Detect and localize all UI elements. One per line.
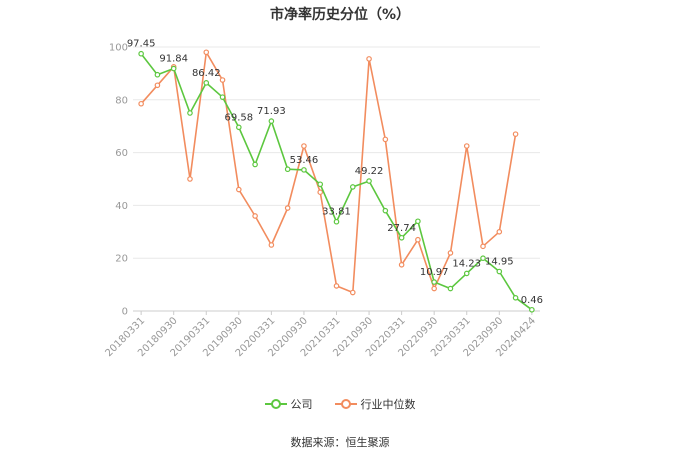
data-label: 91.84 — [159, 54, 188, 65]
data-label: 14.95 — [485, 257, 514, 268]
data-point-company — [333, 218, 340, 225]
data-point-median — [447, 250, 454, 256]
legend-label-median: 行业中位数 — [360, 398, 416, 411]
data-point-median — [317, 189, 324, 196]
legend-median-marker-icon — [334, 399, 357, 409]
data-point-median — [203, 49, 210, 56]
data-point-median — [496, 229, 503, 235]
y-axis: 0 20 40 60 80 100 — [109, 43, 128, 318]
data-point-median — [219, 77, 226, 83]
data-point-median — [236, 186, 242, 193]
data-label: 53.46 — [290, 155, 319, 166]
data-label: 86.42 — [192, 68, 221, 79]
data-point-company — [398, 234, 405, 241]
data-point-median — [154, 82, 161, 89]
chart-title: 市净率历史分位（%） — [269, 7, 411, 23]
legend-item-company[interactable]: 公司 — [264, 396, 313, 412]
series-line-median — [140, 51, 517, 294]
grid-lines — [133, 46, 540, 259]
data-label: 69.58 — [224, 112, 253, 123]
data-point-company — [349, 184, 356, 190]
data-label: 33.81 — [322, 207, 351, 218]
data-point-median — [512, 131, 519, 137]
data-point-median — [415, 236, 421, 243]
legend: 公司 行业中位数 — [0, 396, 680, 412]
data-point-company — [431, 279, 437, 285]
data-label: 10.97 — [420, 267, 449, 278]
data-point-company — [447, 285, 454, 292]
data-point-company — [382, 207, 389, 214]
data-point-median — [480, 243, 486, 250]
data-point-company — [415, 218, 421, 225]
legend-label-company: 公司 — [290, 398, 313, 411]
data-point-company — [512, 294, 519, 301]
data-point-company — [138, 50, 144, 57]
y-tick-label: 20 — [115, 254, 128, 265]
data-point-median — [382, 136, 389, 143]
data-point-company — [203, 80, 210, 86]
legend-company-marker-icon — [264, 399, 287, 409]
y-tick-label: 100 — [109, 43, 128, 54]
data-point-company — [301, 167, 307, 173]
data-point-median — [301, 143, 307, 149]
data-point-median — [398, 261, 405, 268]
data-point-company — [154, 71, 161, 78]
data-label: 97.45 — [127, 39, 156, 50]
data-point-company — [170, 65, 177, 72]
data-point-company — [496, 268, 503, 275]
data-point-company — [268, 118, 275, 124]
data-point-median — [284, 205, 291, 211]
y-tick-label: 60 — [115, 148, 128, 159]
data-point-company — [219, 94, 226, 100]
data-label: 49.22 — [355, 166, 384, 177]
data-point-median — [252, 213, 258, 219]
data-point-median — [333, 283, 340, 289]
data-point-company — [284, 166, 291, 173]
data-point-median — [138, 100, 144, 107]
y-tick-label: 0 — [122, 307, 128, 318]
data-point-company — [252, 161, 258, 168]
series-layer — [138, 49, 535, 313]
data-point-median — [187, 176, 193, 182]
data-point-company — [366, 178, 372, 184]
data-point-median — [268, 242, 275, 248]
data-point-company — [236, 124, 242, 131]
data-point-median — [463, 143, 470, 149]
data-label: 14.23 — [452, 258, 481, 269]
data-point-company — [317, 181, 324, 188]
legend-item-median[interactable]: 行业中位数 — [334, 396, 416, 412]
y-tick-label: 40 — [115, 201, 128, 212]
data-point-company — [529, 306, 535, 313]
data-source-note: 数据来源：恒生聚源 — [290, 436, 390, 449]
data-point-company — [187, 110, 193, 116]
data-label: 27.74 — [387, 223, 416, 234]
data-point-company — [463, 270, 470, 277]
data-point-median — [366, 56, 372, 62]
data-label: 0.46 — [521, 295, 543, 306]
x-axis: 2018033120180930201903312019093020200331… — [103, 310, 540, 359]
data-point-median — [431, 285, 437, 292]
data-point-median — [349, 289, 356, 296]
y-tick-label: 80 — [115, 95, 128, 106]
data-point-company — [480, 255, 486, 262]
data-label: 71.93 — [257, 106, 286, 117]
